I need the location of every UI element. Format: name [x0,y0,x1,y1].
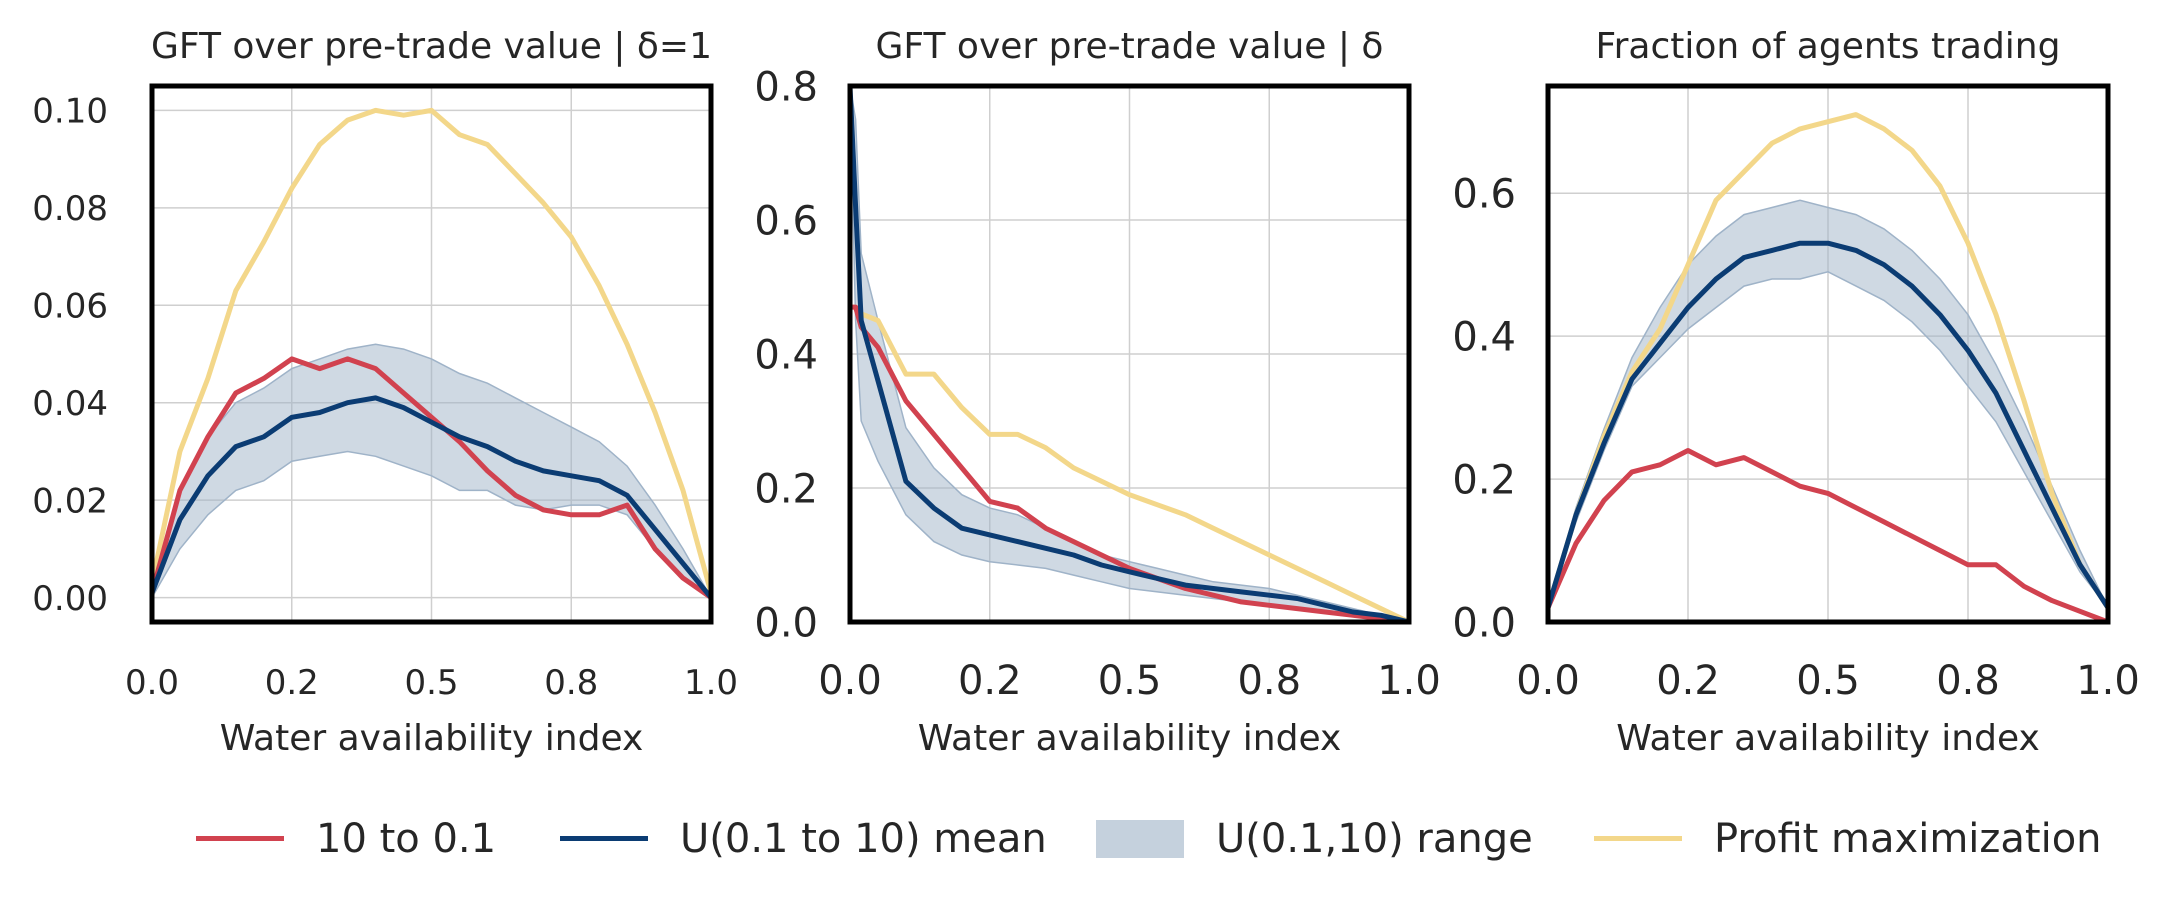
x-tick-label: 1.0 [1377,658,1441,704]
y-tick-label: 0.4 [754,332,818,378]
legend-swatch-red-line [196,836,284,841]
x-axis-label: Water availability index [220,718,644,759]
y-tick-label: 0.2 [754,466,818,512]
x-tick-label: 0.0 [125,663,179,703]
x-tick-label: 0.2 [1656,658,1720,704]
x-tick-label: 0.2 [265,663,319,703]
legend-swatch-navy-line [560,836,648,841]
y-tick-label: 0.02 [32,481,108,521]
legend-swatch-yellow-line [1594,836,1682,841]
series-line-10-to-0-1 [847,304,1412,625]
chart-title: GFT over pre-trade value | δ [876,26,1384,67]
x-tick-label: 0.0 [1516,658,1580,704]
x-tick-label: 0.8 [1936,658,2000,704]
legend-label: U(0.1,10) range [1216,816,1533,862]
x-tick-label: 0.5 [1098,658,1162,704]
legend-label: Profit maximization [1714,816,2102,862]
y-tick-label: 0.10 [32,92,108,132]
y-tick-label: 0.08 [32,189,108,229]
y-tick-label: 0.4 [1452,315,1516,361]
x-tick-label: 0.2 [958,658,1022,704]
x-axis-label: Water availability index [918,718,1342,759]
chart-title: GFT over pre-trade value | δ=1 [151,26,712,67]
chart-title: Fraction of agents trading [1596,26,2061,67]
legend-label: 10 to 0.1 [316,816,497,862]
y-tick-label: 0.6 [754,198,818,244]
axes-frame [847,83,1412,625]
y-tick-label: 0.0 [1452,600,1516,646]
legend-swatch-band [1096,820,1184,858]
y-tick-label: 0.06 [32,287,108,327]
series-line-u-0-1-to-10-mean [1545,240,2111,611]
series-line-u-0-1-to-10-mean [149,395,714,601]
y-tick-label: 0.6 [1452,172,1516,218]
series-line-profit-maximization [1545,112,2111,611]
y-tick-label: 0.8 [754,64,818,110]
y-tick-label: 0.04 [32,384,108,424]
series-line-u-0-1-to-10-mean [847,83,1412,625]
legend-label: U(0.1 to 10) mean [680,816,1047,862]
series-line-profit-maximization [149,107,714,596]
y-tick-label: 0.00 [32,579,108,619]
x-tick-label: 0.5 [404,663,458,703]
x-tick-label: 0.8 [544,663,598,703]
x-tick-label: 0.8 [1237,658,1301,704]
x-tick-label: 0.0 [818,658,882,704]
y-tick-label: 0.0 [754,600,818,646]
axes-frame [149,83,714,625]
x-tick-label: 0.5 [1796,658,1860,704]
y-tick-label: 0.2 [1452,457,1516,503]
x-tick-label: 1.0 [684,663,738,703]
series-line-10-to-0-1 [1545,448,2111,625]
x-tick-label: 1.0 [2076,658,2140,704]
x-axis-label: Water availability index [1616,718,2040,759]
series-line-profit-maximization [847,304,1412,625]
series-line-10-to-0-1 [149,356,714,601]
legend: 10 to 0.1 U(0.1 to 10) mean U(0.1,10) ra… [0,808,2162,868]
axes-frame [1545,83,2111,625]
